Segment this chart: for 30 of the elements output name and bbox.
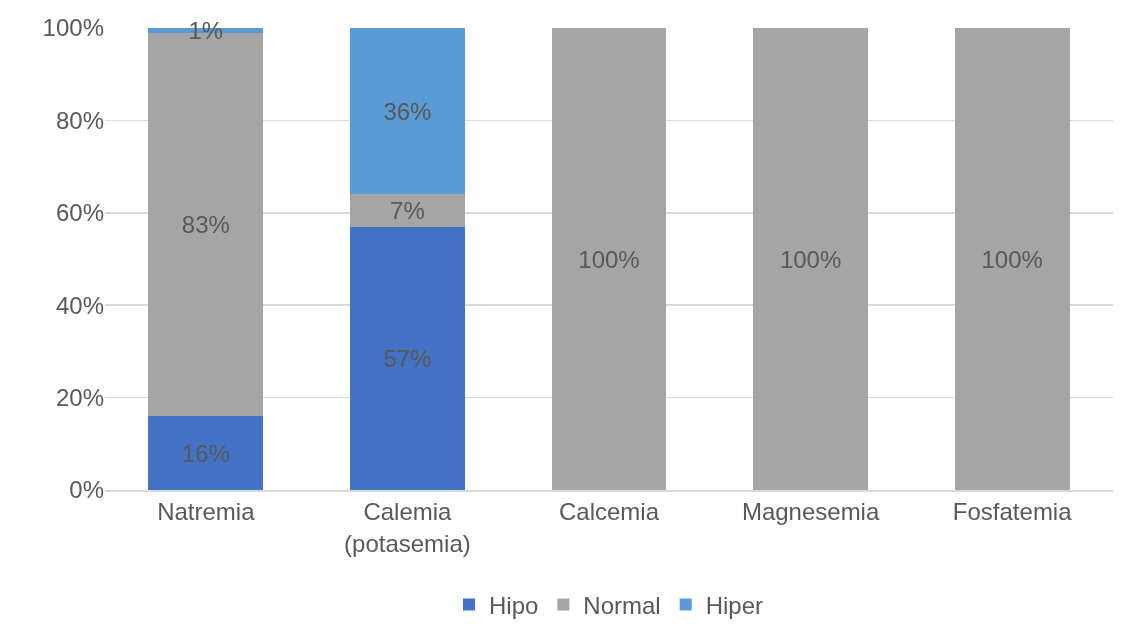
bar (349, 194, 465, 227)
bar (349, 28, 465, 195)
y-tick-label: 0% (69, 476, 104, 504)
x-tick-label: Fosfatemia (952, 498, 1073, 526)
bar (954, 28, 1070, 490)
data-label: 100% (779, 245, 842, 273)
y-tick-label: 100% (42, 14, 104, 42)
bar (349, 226, 465, 490)
data-label: 100% (981, 245, 1043, 273)
y-tick-label: 20% (55, 384, 104, 411)
x-tick-label: Calemia (potasemia) (344, 498, 471, 557)
data-label: 57% (383, 344, 432, 372)
y-tick-label: 60% (55, 199, 104, 227)
data-label: 7% (390, 196, 425, 224)
data-label: 100% (578, 245, 640, 273)
bar (551, 28, 667, 490)
legend-label: Hipo (489, 591, 539, 619)
x-tick-label: Calcemia (558, 498, 660, 526)
data-label: 83% (181, 210, 230, 238)
data-label: 1% (188, 16, 224, 44)
legend-label: Hiper (705, 591, 764, 619)
legend-label: Normal (583, 591, 661, 619)
x-tick-label: Natremia (157, 498, 256, 526)
bar (753, 28, 869, 490)
bar (148, 416, 264, 490)
y-tick-label: 40% (55, 291, 104, 319)
data-label: 16% (181, 439, 230, 467)
x-tick-label: Magnesemia (741, 498, 880, 526)
y-tick-label: 80% (55, 106, 104, 134)
data-label: 36% (383, 97, 432, 125)
